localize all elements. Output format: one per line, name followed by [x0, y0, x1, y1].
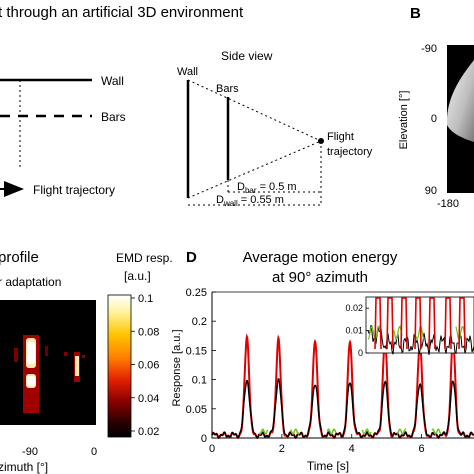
side-view-bars-label: Bars	[216, 83, 239, 95]
panel-d-xlabel: Time [s]	[307, 459, 349, 473]
colorbar-label-1: EMD resp.	[116, 251, 173, 265]
panel-c-xlabel: zimuth [°]	[0, 460, 48, 474]
panel-b-xtick-first: -180	[437, 198, 459, 210]
panel-b-ytick-top: -90	[421, 43, 437, 55]
top-view-trajectory-label: Flight trajectory	[33, 183, 115, 197]
panel-b-ytick-mid: 0	[431, 113, 437, 125]
side-view-title: Side view	[221, 49, 273, 63]
series-line-pre	[211, 377, 474, 439]
side-view-dwall-text: Dwall = 0.55 m	[216, 194, 284, 208]
panel-c-title-1: profile	[0, 249, 39, 266]
panel-c-title-2: r adaptation	[0, 275, 61, 289]
panel-c-xtick-1: -90	[22, 446, 38, 458]
inset-peak-red	[386, 297, 394, 350]
top-view-bars-label: Bars	[101, 110, 126, 124]
panel-d-title-1: Average motion energy	[243, 249, 398, 266]
side-view-trajectory-label-2: trajectory	[327, 146, 373, 158]
panel-d-xtick-label: 2	[279, 443, 285, 455]
colorbar-label-2: [a.u.]	[124, 269, 151, 283]
panel-b-surface	[446, 60, 474, 142]
inset-trace-green	[367, 324, 381, 341]
series-line-green	[431, 428, 442, 435]
inset-peak-red	[374, 297, 382, 350]
series-line-green	[396, 428, 407, 435]
colorbar-ticks: 0.1 0.08 0.06 0.04 0.02	[131, 293, 159, 438]
colorbar	[107, 294, 132, 438]
series-line-green	[326, 428, 337, 435]
colorbar-tick-label: 0.06	[138, 360, 159, 372]
colorbar-tick-label: 0.08	[138, 326, 159, 338]
panel-d-ytick-label: 0.2	[192, 316, 207, 328]
panel-d-ytick-label: 0	[201, 433, 207, 445]
inset-peak-red	[400, 297, 408, 350]
panel-d-ytick-label: 0.05	[186, 404, 207, 416]
panel-d-xtick-label: 6	[419, 443, 425, 455]
side-view-wall-label: Wall	[177, 66, 198, 78]
inset-peak-red	[458, 297, 466, 350]
inset-peak-red	[444, 297, 452, 350]
series-line-green	[289, 428, 300, 435]
side-view-trajectory-label-1: Flight	[327, 131, 354, 143]
panel-d-ytick-label: 0.25	[186, 287, 207, 299]
side-view-ray-top	[187, 79, 322, 142]
inset-ytick-label: 0	[358, 348, 363, 358]
panel-d-ylabel: Response [a.u.]	[171, 329, 183, 406]
panel-d-letter: D	[186, 249, 197, 266]
panel-a-title: t through an artificial 3D environment	[0, 4, 244, 21]
panel-d-plot: 0 0.05 0.1 0.15 0.2 0.25 0 2 4 6	[186, 287, 474, 455]
panel-c-xtick-2: 0	[91, 446, 97, 458]
panel-d-ytick-label: 0.1	[192, 375, 207, 387]
inset-peak-red	[414, 297, 422, 350]
series-line-green	[361, 428, 372, 435]
inset-ytick-label: 0.02	[345, 303, 363, 313]
side-view-ray-bottom	[187, 140, 322, 199]
panel-d-title-2: at 90° azimuth	[272, 269, 368, 286]
colorbar-tick-label: 0.02	[138, 426, 159, 438]
panel-b-ytick-bottom: 90	[425, 185, 437, 197]
panel-d-ytick-label: 0.15	[186, 345, 207, 357]
colorbar-tick-label: 0.04	[138, 393, 159, 405]
panel-b-letter: B	[410, 5, 421, 22]
panel-c-heatmap	[0, 300, 96, 425]
side-view-dbar-text: Dbar = 0.5 m	[237, 181, 297, 195]
panel-d-xtick-label: 4	[349, 443, 355, 455]
panel-d-xtick-label: 0	[209, 443, 215, 455]
panel-c-heatmap-hotspots	[14, 335, 85, 413]
colorbar-tick-label: 0.1	[138, 293, 153, 305]
panel-b-ylabel: Elevation [°]	[398, 91, 410, 150]
inset-peak-red	[428, 297, 436, 350]
series-line-green	[258, 428, 269, 435]
panel-d-inset: 0 0.01 0.02	[345, 296, 474, 358]
inset-ytick-label: 0.01	[345, 326, 363, 336]
top-view-wall-label: Wall	[101, 74, 124, 88]
